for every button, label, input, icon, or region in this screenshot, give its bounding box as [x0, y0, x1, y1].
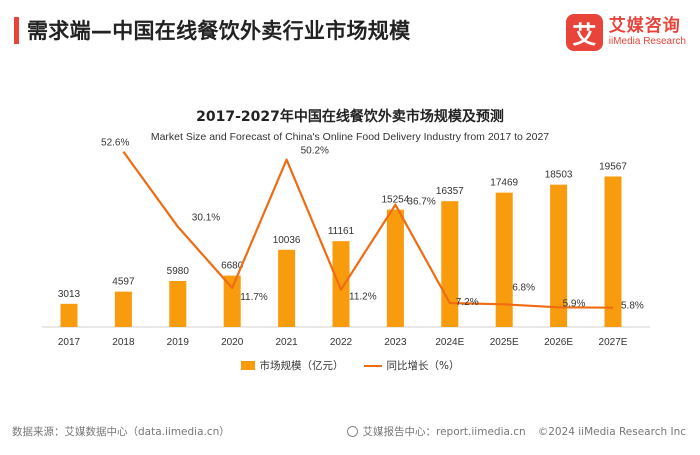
logo-cn-text: 艾媒咨询	[608, 16, 681, 36]
logo-en-text: iiMedia Research	[608, 36, 686, 47]
x-tick-2019: 2019	[167, 337, 190, 348]
bar-2026E	[550, 184, 568, 327]
bar-label-2020: 6680	[221, 261, 244, 272]
bar-label-2026E: 18503	[545, 170, 573, 181]
bar-label-2021: 10036	[273, 235, 301, 246]
x-tick-2018: 2018	[112, 337, 135, 348]
x-tick-2026E: 2026E	[544, 337, 573, 348]
bar-label-2018: 4597	[112, 277, 135, 288]
chart-subtitle: Market Size and Forecast of China's Onli…	[150, 131, 550, 143]
bar-2024E	[441, 201, 459, 327]
growth-label-2024E: 7.2%	[456, 297, 479, 308]
bar-swatch-icon	[240, 361, 255, 370]
bar-2021	[278, 249, 296, 327]
bar-label-2024E: 16357	[436, 186, 464, 197]
legend-item-market-size: 市场规模（亿元）	[240, 358, 344, 373]
legend-label-growth: 同比增长（%）	[386, 360, 460, 372]
chart-title: 2017-2027年中国在线餐饮外卖市场规模及预测	[196, 109, 504, 125]
bar-label-2019: 5980	[167, 266, 190, 277]
growth-label-2025E: 6.8%	[512, 282, 535, 293]
bar-label-2023: 15254	[381, 195, 409, 206]
growth-line	[122, 151, 614, 309]
growth-label-2023: 36.7%	[407, 197, 435, 208]
logo-badge-icon: 艾	[565, 13, 603, 51]
growth-label-2026E: 5.9%	[563, 298, 586, 309]
bar-2027E	[604, 176, 622, 327]
line-swatch-icon	[363, 364, 382, 367]
bar-2018	[114, 291, 132, 327]
bar-label-2017: 3013	[58, 289, 81, 300]
bar-2020	[223, 275, 241, 327]
growth-label-2021: 50.2%	[301, 146, 329, 157]
legend-item-growth: 同比增长（%）	[363, 358, 460, 373]
bar-label-2025E: 17469	[490, 178, 518, 189]
x-tick-2025E: 2025E	[490, 337, 519, 348]
brand-logo: 艾 艾媒咨询 iiMedia Research	[565, 12, 686, 52]
bar-2023	[386, 209, 404, 327]
report-center-icon	[347, 426, 359, 437]
page-title: 需求端—中国在线餐饮外卖行业市场规模	[27, 19, 411, 43]
growth-label-2027E: 5.8%	[621, 301, 644, 312]
bar-label-2027E: 19567	[599, 161, 627, 172]
growth-label-2022: 11.2%	[349, 292, 377, 303]
x-tick-2023: 2023	[384, 337, 407, 348]
chart-legend: 市场规模（亿元） 同比增长（%）	[0, 358, 700, 373]
growth-label-2019: 30.1%	[192, 213, 220, 224]
x-tick-2024E: 2024E	[435, 337, 464, 348]
x-tick-2020: 2020	[221, 337, 244, 348]
bar-2025E	[495, 192, 513, 327]
title-accent-bar	[14, 17, 19, 44]
footer-credits: 艾媒报告中心：report.iimedia.cn ©2024 iiMedia R…	[347, 424, 686, 439]
growth-label-2020: 11.7%	[240, 292, 268, 303]
x-tick-2022: 2022	[330, 337, 353, 348]
copyright-text: ©2024 iiMedia Research Inc	[537, 425, 686, 438]
report-center-link[interactable]: 艾媒报告中心：report.iimedia.cn	[362, 426, 526, 438]
data-source: 数据来源：艾媒数据中心（data.iimedia.cn）	[12, 426, 230, 438]
bar-2019	[169, 281, 187, 327]
x-tick-2017: 2017	[58, 337, 81, 348]
bar-2017	[60, 303, 78, 327]
bar-2022	[332, 241, 350, 327]
legend-label-market-size: 市场规模（亿元）	[259, 360, 344, 372]
bar-label-2022: 11161	[328, 226, 355, 237]
growth-label-2018: 52.6%	[101, 138, 129, 149]
x-tick-2021: 2021	[275, 337, 298, 348]
x-tick-2027E: 2027E	[599, 337, 628, 348]
